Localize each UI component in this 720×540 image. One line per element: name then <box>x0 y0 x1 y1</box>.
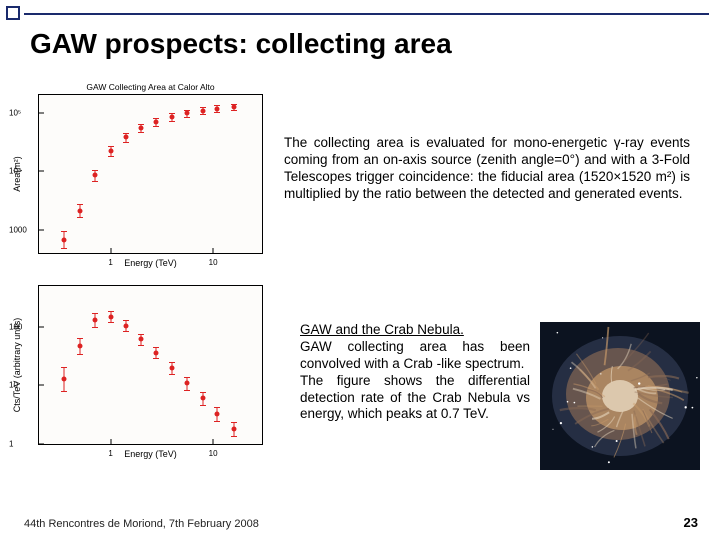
page-title: GAW prospects: collecting area <box>30 28 452 60</box>
chart-bot-ylabel: Cts/TeV (arbitrary units) <box>12 318 22 413</box>
crab-nebula-image <box>540 322 700 470</box>
corner-box-icon <box>6 6 20 20</box>
footer-text: 44th Rencontres de Moriond, 7th February… <box>24 518 259 530</box>
chart-top-xlabel: Energy (TeV) <box>38 258 263 268</box>
crab-heading: GAW and the Crab Nebula. <box>300 322 464 337</box>
chart-bot-xlabel: Energy (TeV) <box>38 449 263 459</box>
description-top: The collecting area is evaluated for mon… <box>284 135 690 203</box>
collecting-area-chart: GAW Collecting Area at Calor Alto Area(m… <box>38 82 263 267</box>
page-number: 23 <box>684 515 698 530</box>
chart-top-title: GAW Collecting Area at Calor Alto <box>38 82 263 92</box>
description-bottom: GAW and the Crab Nebula. GAW collecting … <box>300 322 530 423</box>
crab-body: GAW collecting area has been convolved w… <box>300 339 530 422</box>
top-rule <box>24 13 709 15</box>
chart-top-plotarea: Area(m²) 110100010⁴10⁵ <box>38 94 263 254</box>
crab-rate-chart: Cts/TeV (arbitrary units) 110110100 Ener… <box>38 285 263 480</box>
chart-bot-plotarea: Cts/TeV (arbitrary units) 110110100 <box>38 285 263 445</box>
